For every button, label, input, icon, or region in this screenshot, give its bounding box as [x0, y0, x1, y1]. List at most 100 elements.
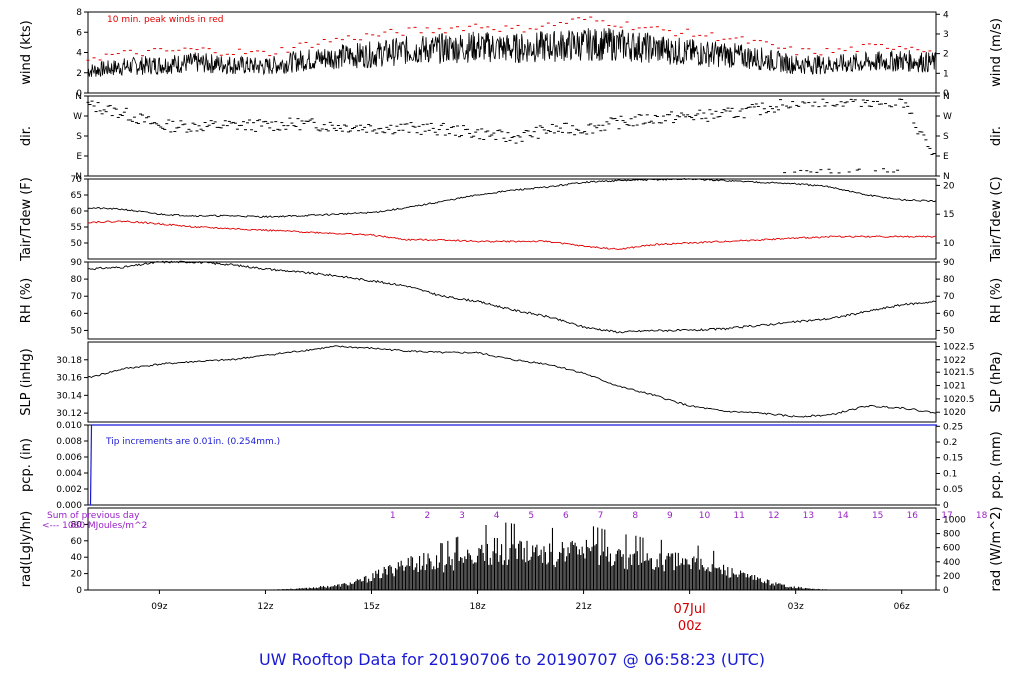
dir-tick-label-right: N	[943, 172, 950, 182]
temp-ylabel-left: Tair/Tdew (F)	[19, 177, 34, 262]
slp-tick-label-left: 30.12	[56, 409, 82, 419]
slp-ylabel-left: SLP (inHg)	[19, 348, 34, 416]
pcp-tick-label-right: 0.15	[943, 454, 963, 464]
rad-hour-number: 8	[632, 511, 638, 521]
rh-ylabel-left: RH (%)	[19, 278, 34, 323]
rad-hour-number: 13	[803, 511, 814, 521]
pcp-ylabel-left: pcp. (in)	[19, 438, 34, 492]
wind-annotation: 10 min. peak winds in red	[107, 15, 224, 25]
rh-tick-label-right: 50	[943, 326, 955, 336]
temp-tick-label-left: 65	[71, 191, 82, 201]
slp-tick-label-right: 1020	[943, 408, 966, 418]
rad-tick-label-right: 0	[943, 586, 949, 596]
rh-tick-label-right: 60	[943, 309, 955, 319]
rad-hour-number: 18	[976, 511, 988, 521]
x-tick-label: 15z	[363, 602, 379, 612]
pcp-tick-label-right: 0.2	[943, 438, 957, 448]
slp-line	[87, 345, 937, 418]
slp-tick-label-left: 30.18	[56, 356, 82, 366]
rad-hour-number: 2	[424, 511, 430, 521]
rad-hour-number: 11	[733, 511, 744, 521]
rh-tick-label-left: 70	[71, 292, 83, 302]
dir-tick-label-right: W	[943, 112, 952, 122]
pcp-tick-label-left: 0.006	[56, 453, 82, 463]
temp-tick-label-right: 10	[943, 239, 955, 249]
rad-hour-number: 16	[907, 511, 919, 521]
wind-ylabel-left: wind (kts)	[19, 20, 34, 84]
pcp-annotation: Tip increments are 0.01in. (0.254mm.)	[105, 437, 280, 447]
rad-hour-number: 12	[768, 511, 779, 521]
rh-tick-label-right: 80	[943, 275, 955, 285]
dir-tick-label-right: S	[943, 132, 949, 142]
wind-speed-line	[87, 27, 937, 77]
temp-tick-label-left: 50	[71, 239, 83, 249]
pcp-tick-label-right: 0	[943, 501, 949, 511]
pcp-tick-label-right: 0.05	[943, 485, 963, 495]
pcp-tick-label-right: 0.1	[943, 469, 957, 479]
rad-tick-label-right: 600	[943, 544, 960, 554]
pcp-tick-label-right: 0.25	[943, 422, 963, 432]
x-tick-label: 12z	[257, 602, 273, 612]
rad-tick-label-left: 40	[71, 553, 83, 563]
x-tick-label: 03z	[788, 602, 804, 612]
rad-hour-number: 1	[390, 511, 396, 521]
wind-tick-label-left: 4	[76, 49, 82, 59]
rh-ylabel-right: RH (%)	[989, 278, 1004, 323]
slp-tick-label-right: 1022	[943, 356, 966, 366]
slp-tick-label-left: 30.16	[56, 374, 82, 384]
wind-tick-label-right: 2	[943, 50, 949, 60]
rad-hour-number: 14	[837, 511, 849, 521]
rad-ylabel-left: rad(Lgly/hr)	[19, 511, 34, 587]
rad-note-value: <--- 1080 MJoules/m^2	[42, 521, 147, 531]
rad-hour-number: 4	[494, 511, 500, 521]
rh-tick-label-left: 60	[71, 309, 83, 319]
slp-tick-label-right: 1022.5	[943, 342, 975, 352]
slp-tick-label-right: 1021.5	[943, 368, 975, 378]
rad-note-label: Sum of previous day	[47, 511, 140, 521]
dir-tick-label-left: W	[73, 112, 82, 122]
wind-tick-label-right: 4	[943, 10, 949, 20]
rad-hour-number: 15	[872, 511, 883, 521]
dir-tick-label-left: N	[75, 172, 82, 182]
x-date-label: 07Jul	[674, 602, 706, 617]
dir-tick-label-right: N	[943, 92, 950, 102]
rad-hour-number: 3	[459, 511, 465, 521]
temp-frame	[87, 178, 937, 260]
wind-tick-label-left: 2	[76, 69, 82, 79]
x-tick-label: 09z	[151, 602, 167, 612]
wind-tick-label-right: 3	[943, 30, 949, 40]
temp-ylabel-right: Tair/Tdew (C)	[989, 176, 1004, 262]
slp-tick-label-left: 30.14	[56, 391, 82, 401]
temp-dew-line	[87, 220, 937, 251]
x-tick-label: 00z	[678, 619, 702, 634]
wind-tick-label-right: 0	[943, 89, 949, 99]
temp-tick-label-left: 70	[71, 175, 83, 185]
rad-tick-label-right: 200	[943, 572, 960, 582]
rh-tick-label-left: 90	[71, 258, 83, 268]
rh-tick-label-right: 90	[943, 258, 955, 268]
slp-tick-label-right: 1020.5	[943, 395, 975, 405]
temp-tick-label-left: 55	[71, 223, 82, 233]
dir-ylabel-right: dir.	[989, 126, 1004, 146]
temp-tick-label-right: 15	[943, 210, 954, 220]
pcp-line	[88, 424, 938, 506]
pcp-tick-label-left: 0.004	[56, 469, 82, 479]
pcp-tick-label-left: 0.000	[56, 501, 82, 511]
dir-tick-label-left: E	[76, 152, 82, 162]
rh-frame	[87, 261, 937, 340]
rad-hour-number: 7	[598, 511, 604, 521]
rad-hour-number: 10	[699, 511, 711, 521]
x-tick-label: 21z	[575, 602, 591, 612]
pcp-tick-label-left: 0.002	[56, 485, 82, 495]
rh-tick-label-left: 50	[71, 326, 83, 336]
x-tick-label: 06z	[894, 602, 910, 612]
rad-hour-number: 17	[941, 511, 952, 521]
rad-tick-label-left: 60	[71, 537, 83, 547]
x-tick-label: 18z	[469, 602, 485, 612]
pcp-tick-label-left: 0.008	[56, 437, 82, 447]
rad-ylabel-right: rad (W/m^2)	[989, 507, 1004, 592]
slp-tick-label-right: 1021	[943, 382, 966, 392]
chart-title: UW Rooftop Data for 20190706 to 20190707…	[258, 650, 766, 669]
slp-ylabel-right: SLP (hPa)	[989, 351, 1004, 412]
